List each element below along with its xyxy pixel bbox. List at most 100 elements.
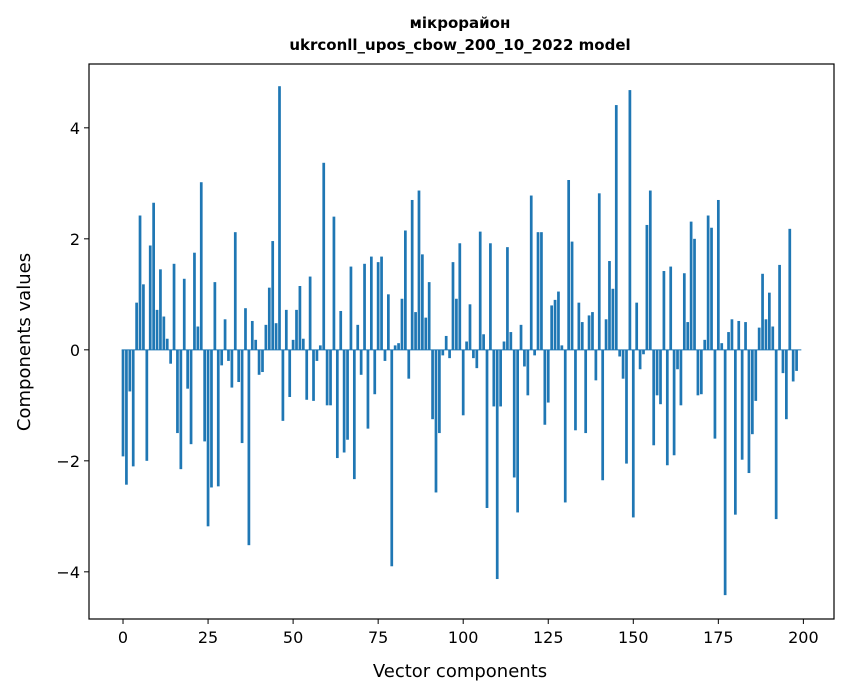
bar-185 — [751, 349, 754, 435]
y-tick-label: 0 — [70, 341, 80, 360]
bar-82 — [400, 298, 404, 350]
bar-28 — [216, 349, 220, 487]
bar-139 — [594, 349, 598, 381]
bar-99 — [458, 243, 462, 350]
bar-137 — [587, 315, 591, 350]
bar-154 — [645, 224, 649, 350]
bar-198 — [795, 349, 798, 371]
bar-100 — [461, 349, 465, 416]
bar-39 — [254, 339, 258, 350]
bar-80 — [393, 345, 397, 350]
bar-136 — [584, 349, 588, 434]
bar-123 — [540, 232, 543, 350]
bar-97 — [451, 262, 455, 350]
bar-126 — [550, 305, 554, 350]
bar-7 — [145, 349, 149, 461]
bar-76 — [380, 256, 383, 350]
bar-32 — [230, 349, 234, 388]
bar-96 — [448, 349, 451, 359]
x-tick-label: 75 — [368, 628, 388, 647]
bar-157 — [655, 349, 659, 396]
bar-184 — [747, 349, 751, 474]
bar-68 — [352, 349, 356, 480]
bar-26 — [210, 349, 213, 488]
bar-182 — [740, 349, 744, 460]
bar-27 — [213, 282, 217, 350]
bar-54 — [305, 349, 309, 400]
bar-91 — [431, 349, 434, 420]
bar-181 — [737, 320, 741, 350]
bar-192 — [774, 349, 778, 520]
bar-177 — [723, 349, 727, 596]
chart-title-line-1: мікрорайон — [410, 14, 511, 32]
bar-25 — [206, 349, 210, 527]
bar-190 — [768, 292, 771, 350]
bars — [121, 86, 798, 596]
bar-101 — [465, 341, 468, 350]
bar-197 — [791, 349, 795, 382]
bar-81 — [397, 343, 400, 350]
bar-37 — [247, 349, 251, 546]
bar-106 — [482, 334, 485, 350]
bar-64 — [339, 310, 343, 350]
bar-194 — [781, 349, 785, 374]
bar-14 — [169, 349, 172, 364]
bar-121 — [533, 349, 536, 356]
bar-146 — [618, 349, 622, 357]
x-axis-ticks: 0 25 50 75 100 125 150 175 200 — [118, 619, 819, 647]
bar-189 — [764, 319, 768, 350]
bar-114 — [509, 332, 513, 350]
bar-110 — [495, 349, 499, 580]
bar-74 — [373, 349, 377, 395]
bar-55 — [308, 276, 312, 350]
bar-15 — [172, 263, 176, 350]
y-tick-label: 2 — [70, 230, 80, 249]
bar-44 — [271, 241, 275, 350]
bar-122 — [536, 232, 540, 350]
bar-196 — [788, 228, 792, 350]
bar-116 — [516, 349, 519, 513]
bar-170 — [699, 349, 703, 395]
bar-87 — [417, 190, 421, 350]
bar-104 — [475, 349, 479, 369]
x-axis-label: Vector components — [373, 661, 547, 682]
bar-187 — [757, 327, 761, 350]
bar-112 — [502, 341, 506, 350]
bar-18 — [182, 278, 186, 350]
bar-159 — [662, 271, 666, 350]
bar-164 — [679, 349, 683, 406]
bar-62 — [332, 216, 336, 350]
bar-72 — [366, 349, 370, 429]
bar-78 — [387, 294, 390, 350]
bar-108 — [489, 243, 492, 350]
bar-16 — [176, 349, 179, 434]
bar-29 — [220, 349, 224, 366]
bar-130 — [563, 349, 567, 503]
plot-area-frame — [88, 63, 835, 620]
bar-179 — [730, 319, 734, 350]
bar-40 — [257, 349, 261, 375]
bar-53 — [301, 338, 305, 350]
bar-127 — [553, 299, 557, 350]
bar-143 — [608, 261, 611, 350]
bar-95 — [444, 335, 448, 350]
bar-98 — [455, 298, 458, 350]
x-tick-label: 0 — [118, 628, 128, 647]
bar-163 — [676, 349, 679, 370]
x-tick-label: 100 — [448, 628, 479, 647]
bar-149 — [628, 90, 632, 350]
chart-title-line-2: ukrconll_upos_cbow_200_10_2022 model — [289, 36, 630, 54]
bar-171 — [703, 339, 707, 350]
x-tick-label: 200 — [788, 628, 819, 647]
bar-161 — [669, 266, 673, 350]
x-tick-label: 150 — [618, 628, 649, 647]
bar-193 — [778, 264, 781, 350]
bar-150 — [631, 349, 635, 518]
bar-3 — [131, 349, 135, 467]
bar-23 — [199, 182, 203, 350]
bar-52 — [298, 286, 302, 350]
x-tick-label: 50 — [283, 628, 303, 647]
bar-67 — [349, 266, 353, 350]
bar-33 — [233, 232, 237, 350]
